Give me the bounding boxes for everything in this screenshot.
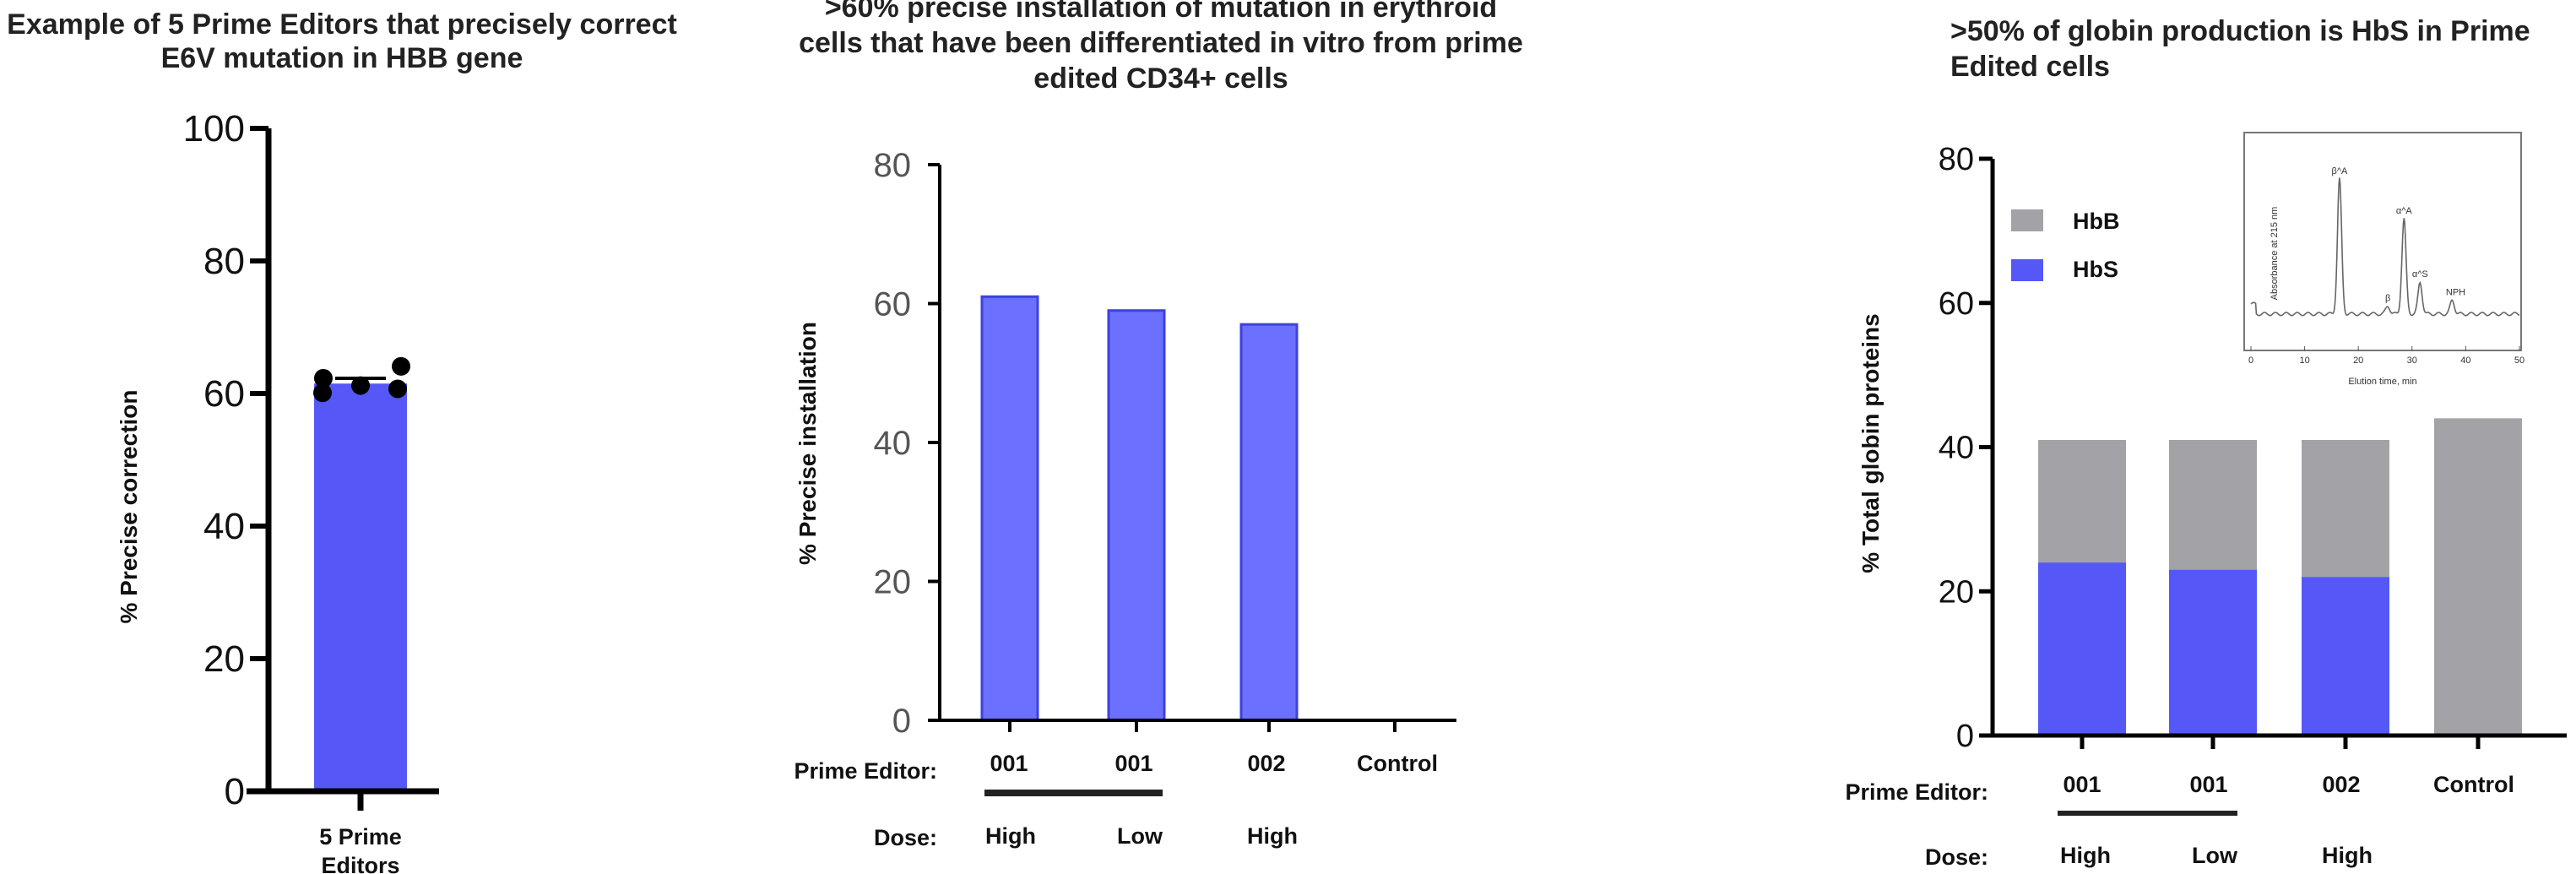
panel-3-y-ticks: 0 20 40 60 80 [1939,142,1993,754]
panel-3-bar-hbb [2169,439,2257,570]
panel-3-title-line-1: >50% of globin production is HbS in Prim… [1950,15,2530,47]
panel-3-y-tick-label: 40 [1939,431,1974,466]
panel-2-category-label: Control [1357,751,1438,776]
panel-1-data-point [351,376,370,395]
inset-x-label: Elution time, min [2348,377,2416,387]
panel-1-data-point [314,368,333,388]
inset-trace-line [2250,177,2520,317]
panel-3-category-label: Control [2433,772,2514,797]
legend-swatch-hbb [2011,209,2043,231]
panel-3-row-label-dose: Dose: [1925,844,1988,870]
panel-1-y-tick-label: 100 [183,108,245,149]
panel-2-row-label-editor: Prime Editor: [794,758,937,784]
panel-2-y-tick-label: 40 [874,425,912,462]
panel-3-bar-hbs [2038,562,2126,736]
panel-3-bar-hbs [2302,577,2389,736]
panel-1-title-line-1: Example of 5 Prime Editors that precisel… [7,8,677,41]
legend-label-hbs: HbS [2073,257,2118,282]
panel-3: >50% of globin production is HbS in Prim… [1845,15,2567,870]
inset-peak-label: β^A [2332,166,2348,176]
panel-2-y-tick-label: 0 [892,703,911,740]
panel-1-y-tick-label: 40 [203,506,245,547]
inset-frame [2243,132,2522,351]
inset-x-ticks: 0 10 20 30 40 50 [2248,346,2524,366]
panel-1: Example of 5 Prime Editors that precisel… [7,8,677,874]
panel-1-category-line-2: Editors [321,853,399,874]
panel-2-category-label: 001 [1114,751,1152,776]
panel-1-y-tick-label: 0 [225,771,245,812]
inset-chromatogram: Absorbance at 215 nm Elution time, min 0… [2243,132,2524,387]
panel-3-category-label: 002 [2322,772,2360,797]
panel-1-y-tick-label: 80 [203,241,245,282]
panel-3-dose-label: Low [2192,843,2238,868]
panel-1-marks [313,356,410,791]
panel-1-y-axis-label: % Precise correction [116,389,142,623]
panel-3-y-tick-label: 60 [1939,286,1974,322]
panel-1-data-point [392,356,410,376]
panel-2-dose-label: Low [1117,823,1163,849]
panel-2-y-ticks: 0 20 40 60 80 [874,147,940,740]
panel-3-bar-hbb [2302,439,2389,578]
panel-1-bar [314,383,407,791]
panel-2-title-line-2: cells that have been differentiated in v… [799,27,1523,59]
panel-3-x-ticks [2080,736,2481,749]
panel-2-bar [1239,323,1299,722]
panel-2-dose-label: High [985,823,1036,849]
panel-3-marks [2038,418,2522,736]
panel-1-data-point [388,379,407,399]
panel-2-category-label: 002 [1247,751,1285,776]
panel-2-marks [980,295,1299,722]
inset-x-tick-label: 50 [2514,356,2524,366]
inset-peak-labels: β^A β α^A α^S NPH [2332,166,2466,303]
panel-3-row-label-editor: Prime Editor: [1845,779,1988,805]
panel-3-title-line-2: Edited cells [1950,51,2110,83]
panel-2-dose-label: High [1247,823,1298,849]
panel-1-data-point [313,383,332,403]
inset-peak-label: α^S [2412,269,2428,280]
panel-2-bar [1107,309,1166,722]
panel-3-bar-hbb [2434,418,2522,736]
inset-peak-label: α^A [2396,206,2413,216]
panel-3-bar-hbb [2038,439,2126,563]
panel-1-category-line-1: 5 Prime [319,824,402,850]
panel-2-row-label-dose: Dose: [874,825,937,850]
panel-1-title-line-2: E6V mutation in HBB gene [161,42,523,74]
panel-1-y-tick-label: 60 [203,373,245,415]
panel-3-y-tick-label: 0 [1956,719,1974,754]
panel-3-y-tick-label: 20 [1939,574,1974,610]
inset-x-tick-label: 20 [2353,356,2363,366]
panel-3-dose-label: High [2322,843,2373,868]
panel-3-category-label: 001 [2189,772,2227,797]
panel-1-y-tick-label: 20 [203,638,245,680]
inset-y-label: Absorbance at 215 nm [2270,207,2280,301]
panel-2-y-axis-label: % Precise installation [794,322,821,565]
panel-2-bar [980,295,1039,722]
inset-x-tick-label: 0 [2248,356,2253,366]
panel-2-y-tick-label: 20 [874,564,912,601]
inset-x-tick-label: 30 [2407,356,2417,366]
panel-3-y-axis-label: % Total globin proteins [1857,313,1884,573]
inset-peak-label: NPH [2446,287,2465,297]
legend-label-hbb: HbB [2073,209,2120,234]
panel-3-dose-label: High [2060,843,2111,868]
panel-3-y-tick-label: 80 [1939,142,1974,177]
panel-2-y-tick-label: 60 [874,286,912,323]
panel-2-title-line-1: >60% precise installation of mutation in… [825,0,1497,24]
inset-x-tick-label: 10 [2299,356,2309,366]
panel-1-y-ticks: 0 20 40 60 80 100 [183,108,268,812]
panel-2: >60% precise installation of mutation in… [794,0,1522,850]
panel-3-category-label: 001 [2063,772,2101,797]
panel-2-y-tick-label: 80 [874,147,912,184]
inset-peak-label: β [2385,293,2390,303]
panel-2-x-ticks [1008,720,1396,732]
panel-3-bar-hbs [2169,569,2257,736]
panel-2-category-label: 001 [990,751,1028,776]
legend-swatch-hbs [2011,259,2043,281]
inset-x-tick-label: 40 [2460,356,2470,366]
panel-2-title-line-3: edited CD34+ cells [1033,62,1288,95]
